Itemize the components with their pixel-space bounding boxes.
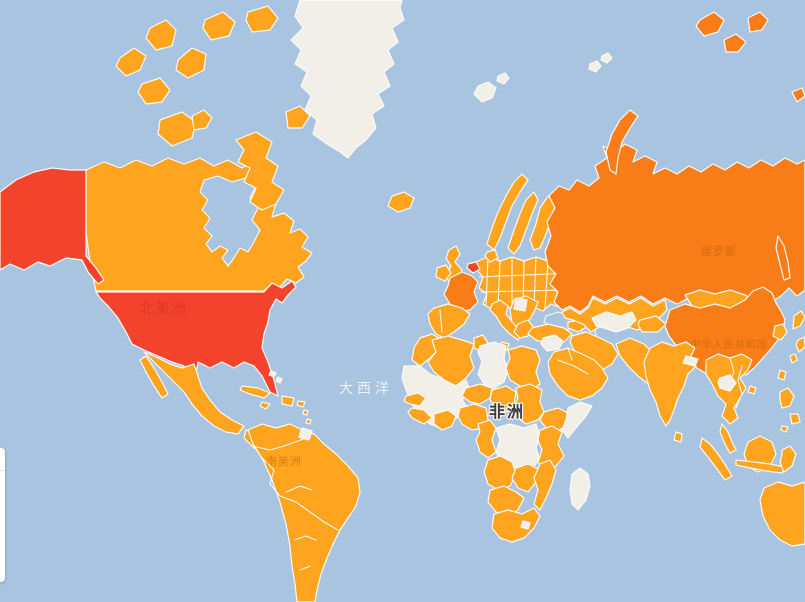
- country-ethiopia[interactable]: [539, 407, 571, 433]
- panel-divider: [0, 470, 5, 471]
- country-iran[interactable]: [569, 331, 619, 371]
- country-french-guiana[interactable]: [298, 427, 313, 441]
- label-russia: 俄罗斯: [701, 245, 737, 258]
- country-south-africa[interactable]: [491, 507, 541, 543]
- label-africa: 非洲: [489, 402, 525, 421]
- region-guinea[interactable]: [407, 407, 433, 425]
- country-sri-lanka[interactable]: [673, 431, 683, 443]
- country-sudan[interactable]: [513, 383, 545, 425]
- label-north-america: 北美洲: [139, 300, 187, 317]
- country-norway[interactable]: [486, 173, 529, 251]
- country-sweden[interactable]: [507, 191, 539, 255]
- country-lesotho[interactable]: [520, 520, 531, 530]
- country-mozambique[interactable]: [533, 459, 557, 511]
- country-france[interactable]: [443, 271, 479, 313]
- country-bahamas[interactable]: [268, 370, 283, 384]
- country-netherlands[interactable]: [466, 261, 481, 274]
- country-alaska[interactable]: [0, 167, 105, 285]
- country-philippines[interactable]: [779, 387, 801, 433]
- country-spain-portugal[interactable]: [427, 303, 471, 339]
- south-america-internal-borders: [251, 435, 339, 571]
- country-syria[interactable]: [540, 334, 564, 352]
- country-korea[interactable]: [772, 323, 788, 341]
- country-jamaica[interactable]: [259, 401, 271, 410]
- iberia-border: [439, 309, 443, 333]
- country-angola[interactable]: [483, 455, 517, 491]
- country-nepal[interactable]: [682, 355, 699, 367]
- country-iceland[interactable]: [387, 191, 415, 213]
- russia-arctic-islands[interactable]: [605, 11, 805, 281]
- country-franz-josef[interactable]: [588, 52, 613, 73]
- country-sulawesi[interactable]: [779, 445, 797, 473]
- region-turkmenistan-uzbekistan[interactable]: [591, 311, 637, 333]
- country-madagascar[interactable]: [569, 467, 591, 511]
- region-arabian-peninsula[interactable]: [547, 347, 609, 401]
- country-laos[interactable]: [717, 374, 737, 392]
- country-lesser-antilles[interactable]: [302, 409, 312, 425]
- country-ireland[interactable]: [435, 264, 452, 282]
- label-china: 中华人民共和国: [691, 338, 768, 351]
- region-cameroon-gabon[interactable]: [475, 419, 497, 459]
- country-usa[interactable]: [95, 280, 297, 397]
- canada-arctic-islands[interactable]: [115, 5, 311, 211]
- region-namibia-botswana[interactable]: [487, 485, 525, 517]
- country-cuba[interactable]: [239, 385, 271, 399]
- country-chad[interactable]: [489, 385, 517, 413]
- country-australia[interactable]: [759, 481, 805, 547]
- country-japan[interactable]: [789, 310, 805, 364]
- country-java[interactable]: [735, 459, 785, 474]
- label-atlantic-ocean: 大西洋: [339, 380, 393, 396]
- country-russia[interactable]: [544, 143, 805, 313]
- country-greenland[interactable]: [290, 0, 405, 159]
- country-taiwan[interactable]: [777, 369, 787, 381]
- country-puerto-rico[interactable]: [296, 400, 306, 408]
- country-sumatra[interactable]: [699, 437, 733, 481]
- arabia-internal-borders: [557, 347, 589, 375]
- country-denmark[interactable]: [484, 249, 499, 263]
- region-kyrgyzstan-tajikistan[interactable]: [637, 315, 667, 333]
- country-serbia-bosnia[interactable]: [513, 297, 528, 312]
- country-svalbard[interactable]: [473, 72, 510, 103]
- region-zambia-zimbabwe[interactable]: [511, 463, 541, 493]
- label-south-america: 南美洲: [266, 455, 302, 468]
- country-algeria[interactable]: [427, 335, 475, 387]
- country-niger[interactable]: [461, 383, 493, 405]
- country-hispaniola[interactable]: [281, 395, 295, 407]
- region-malay-peninsula[interactable]: [719, 423, 737, 454]
- country-libya[interactable]: [477, 341, 509, 389]
- country-hainan[interactable]: [747, 385, 757, 395]
- side-panel-edge[interactable]: [0, 448, 5, 582]
- country-somalia[interactable]: [561, 401, 593, 439]
- region-kenya-tanzania[interactable]: [537, 425, 565, 471]
- country-senegal[interactable]: [403, 392, 427, 407]
- region-ivory-coast-ghana[interactable]: [433, 409, 457, 431]
- country-mexico[interactable]: [139, 351, 245, 435]
